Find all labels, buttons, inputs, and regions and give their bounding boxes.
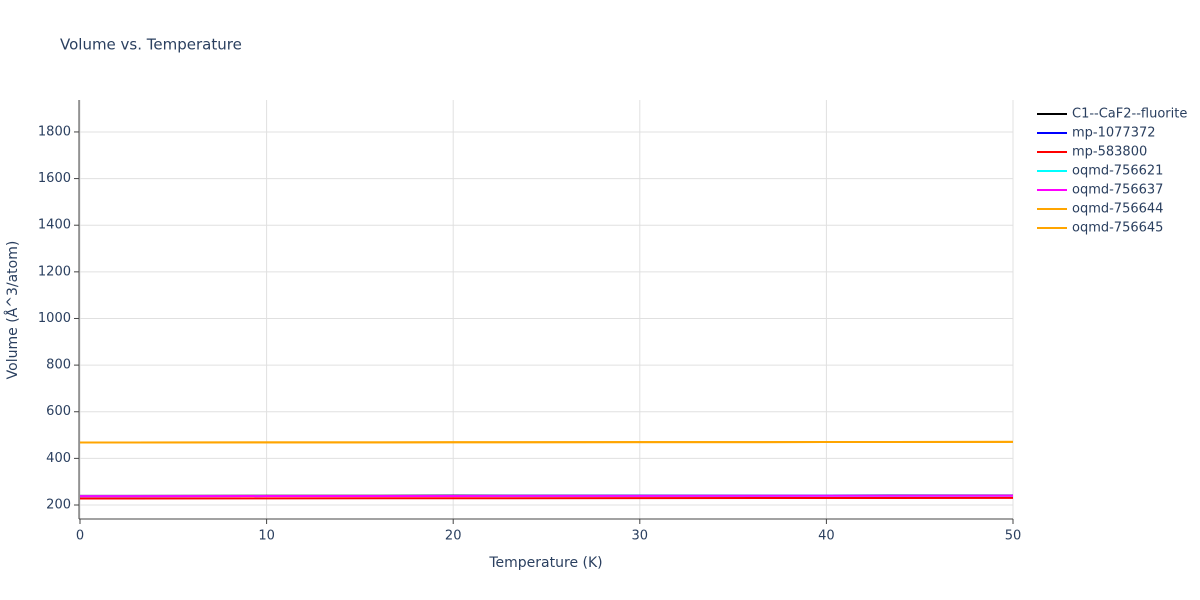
y-tick-label: 1800 (38, 124, 71, 139)
x-axis-label: Temperature (K) (488, 555, 602, 571)
grid (74, 100, 1014, 524)
y-tick-label: 200 (46, 498, 71, 513)
x-tick-label: 30 (632, 529, 649, 544)
y-tick-label: 600 (46, 404, 71, 419)
legend-label: oqmd-756645 (1072, 221, 1163, 236)
legend-label: oqmd-756637 (1072, 183, 1163, 198)
legend-label: oqmd-756621 (1072, 164, 1163, 179)
y-tick-label: 1600 (38, 171, 71, 186)
x-tick-label: 10 (258, 529, 275, 544)
y-tick-label: 1400 (38, 218, 71, 233)
series-line (79, 440, 1014, 444)
y-tick-label: 800 (46, 358, 71, 373)
y-tick-label: 400 (46, 451, 71, 466)
legend-label: mp-1077372 (1072, 126, 1156, 141)
legend-label: C1--CaF2--fluorite (1072, 107, 1187, 122)
series-line (79, 496, 1014, 500)
chart-title: Volume vs. Temperature (60, 36, 242, 54)
y-tick-label: 1000 (38, 311, 71, 326)
x-tick-label: 20 (445, 529, 462, 544)
legend: C1--CaF2--fluorite mp-1077372 mp-583800 oqm… (1037, 107, 1187, 236)
legend-label: mp-583800 (1072, 145, 1147, 160)
legend-label: oqmd-756644 (1072, 202, 1163, 217)
y-axis-label: Volume (Å^3/atom) (4, 241, 21, 380)
x-tick-label: 0 (76, 529, 84, 544)
y-tick-label: 1200 (38, 264, 71, 279)
x-tick-label: 40 (818, 529, 835, 544)
lines (79, 440, 1014, 500)
x-tick-label: 50 (1005, 529, 1022, 544)
